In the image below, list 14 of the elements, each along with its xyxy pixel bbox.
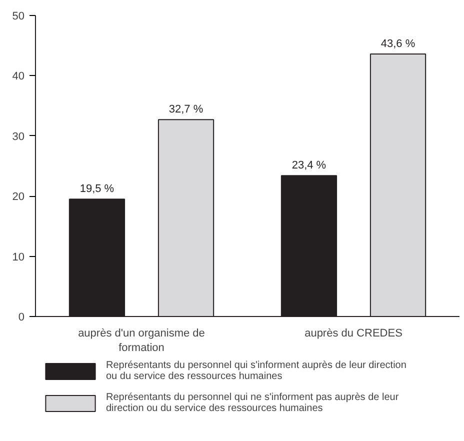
data-label: 43,6 % <box>380 38 416 50</box>
legend-label: Représentants du personnel qui s'informent auprès de leur direction ou du service des ressources humaines <box>106 360 406 382</box>
y-tick-label: 30 <box>12 130 25 143</box>
y-tick-label: 10 <box>12 251 25 264</box>
data-label: 23,4 % <box>292 160 326 172</box>
x-tick-label: auprès du CREDES <box>304 328 402 340</box>
legend-label: Représentants du personnel qui ne s'informent pas auprès de leur direction ou du service des ressources humaines <box>106 392 399 414</box>
x-tick-label: auprès d'un organisme de formation <box>78 328 205 354</box>
y-tick-label: 20 <box>12 191 25 204</box>
y-tick-label: 40 <box>12 70 25 83</box>
data-label: 32,7 % <box>168 104 204 116</box>
y-tick-label: 0 <box>18 312 25 324</box>
y-tick-label: 50 <box>12 10 25 22</box>
data-label: 19,5 % <box>80 183 114 196</box>
